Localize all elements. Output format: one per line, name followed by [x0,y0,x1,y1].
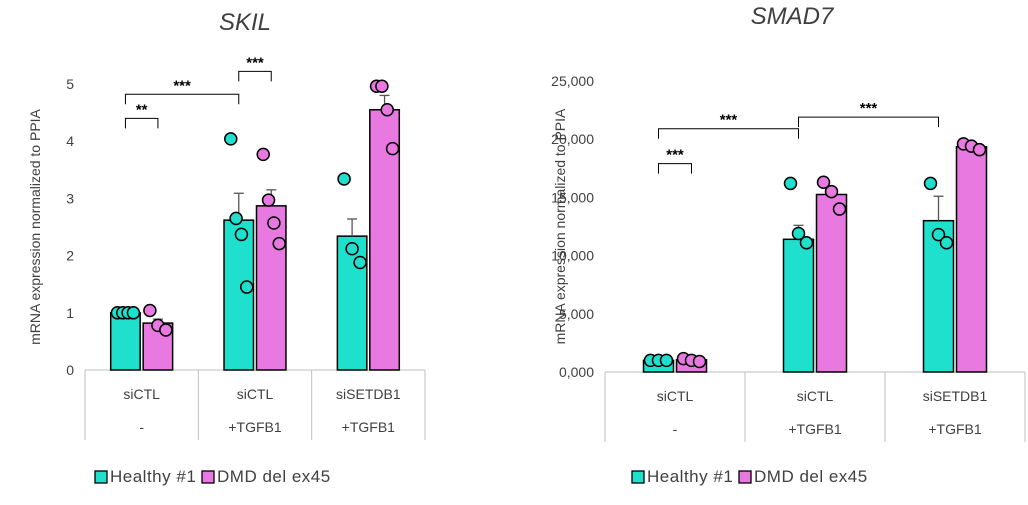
significance-bracket [658,128,799,139]
chart-title: SMAD7 [751,3,835,30]
bar [109,312,141,371]
legend-swatch [201,470,215,484]
significance-bracket [124,93,240,105]
chart-smad7: SMAD7 mRNA expression normalized to PPIA 0… [551,3,1026,486]
chart-title: SKIL [219,9,271,36]
significance-label: *** [173,77,191,94]
data-point [126,306,141,320]
y-axis-label: mRNA expression normalized to PPIA [27,108,43,344]
category-label-treatment: - [139,419,144,435]
data-point [143,303,157,318]
legend-label: Healthy #1 [647,467,733,486]
chart-skil: SKIL mRNA expression normalized to PPIA 0 1… [27,9,426,486]
data-point [380,102,394,117]
category-label-sirna: siCTL [657,388,694,404]
significance-label: *** [246,54,264,71]
category-label-treatment: +TGFB1 [788,421,842,437]
y-tick-label: 2 [66,248,74,264]
y-tick-label: 5,000 [559,306,594,322]
y-tick-label: 0 [66,362,74,378]
data-point [783,176,798,191]
data-point [692,354,707,369]
significance-label: *** [860,100,878,117]
significance-label: ** [136,101,148,118]
data-point [939,236,954,250]
data-point [261,193,276,207]
significance-label: *** [666,147,684,164]
category-label-sirna: siCTL [123,386,160,402]
data-point [272,236,286,251]
category-label-treatment: - [673,421,678,437]
legend-swatch [738,470,752,484]
data-point [267,216,281,230]
y-tick-label: 5 [66,76,74,92]
significance-bracket [238,70,272,82]
data-point [385,141,400,156]
legend-swatch [631,470,645,484]
category-label-sirna: siCTL [797,388,834,404]
y-tick-label: 20,000 [551,131,594,147]
legend-label: DMD del ex45 [217,467,331,486]
significance-bracket [658,163,692,174]
y-axis-label: mRNA expression normalized to PPIA [552,108,568,344]
category-label-treatment: +TGFB1 [342,419,396,435]
category-label-sirna: siSETDB1 [923,388,988,404]
data-point [791,226,806,241]
data-point [240,280,254,294]
bar [223,219,255,371]
data-point [229,211,243,226]
data-point [816,175,831,190]
data-point [972,142,987,157]
legend-swatch [94,470,108,484]
data-point [824,184,839,199]
category-label-sirna: siSETDB1 [336,386,401,402]
y-tick-label: 3 [66,190,74,206]
data-point [931,227,946,242]
y-tick-label: 15,000 [551,189,594,205]
category-label-sirna: siCTL [237,386,274,402]
data-point [832,202,847,216]
bar [782,238,815,373]
bar [255,205,287,371]
data-point [256,147,270,162]
y-tick-label: 25,000 [551,73,594,89]
data-point [234,227,249,242]
bar [955,146,988,373]
y-tick-label: 4 [66,133,74,149]
data-point [345,241,359,256]
data-point [659,353,674,368]
data-point [375,79,389,94]
data-point [799,236,814,250]
data-point [224,132,238,146]
legend-label: DMD del ex45 [754,467,868,486]
significance-bracket [798,116,939,128]
bar [815,193,848,373]
data-point [159,323,173,337]
data-point [923,176,938,191]
legend-label: Healthy #1 [110,467,196,486]
data-point [337,172,351,186]
category-label-treatment: +TGFB1 [928,421,982,437]
data-point [353,255,367,270]
y-tick-label: 1 [66,305,74,321]
y-tick-label: 10,000 [551,248,594,264]
category-label-treatment: +TGFB1 [228,419,282,435]
significance-label: *** [720,112,738,129]
significance-bracket [124,117,159,129]
y-tick-label: 0,000 [559,364,594,380]
